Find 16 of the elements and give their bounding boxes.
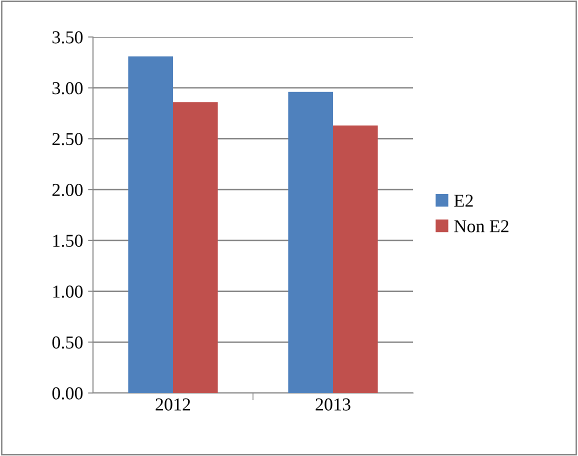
y-tick-label: 2.00 xyxy=(52,184,83,196)
y-tick-label: 1.50 xyxy=(53,234,83,247)
y-tick-label: 0.50 xyxy=(52,336,83,349)
x-tick-label: 2012 xyxy=(156,398,190,411)
y-tick-label: 3.50 xyxy=(52,31,83,44)
legend-label: Non E2 xyxy=(454,220,508,232)
bar xyxy=(333,125,378,393)
legend-label: E2 xyxy=(454,194,473,207)
y-tick-label: 3.00 xyxy=(52,82,83,94)
y-tick-label: 1.00 xyxy=(53,286,83,298)
bar xyxy=(128,56,173,393)
y-tick-label: 0.00 xyxy=(52,387,83,400)
y-tick-label: 2.50 xyxy=(52,132,83,146)
x-tick-label: 2013 xyxy=(316,398,350,411)
bar xyxy=(288,92,333,393)
bar xyxy=(173,102,218,393)
